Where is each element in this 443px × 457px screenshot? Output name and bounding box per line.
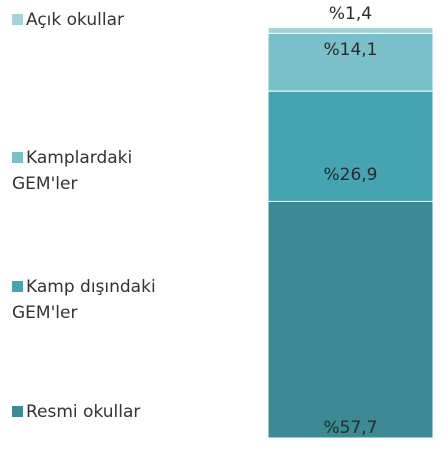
value-label: %1,4 bbox=[329, 4, 372, 24]
legend-swatch bbox=[12, 406, 23, 417]
value-label: %57,7 bbox=[323, 418, 377, 438]
legend-label: Açık okullar bbox=[26, 10, 124, 30]
bar-segment bbox=[267, 200, 434, 439]
legend-label: Resmi okullar bbox=[26, 402, 141, 422]
value-label: %26,9 bbox=[323, 165, 377, 185]
legend-swatch bbox=[12, 281, 23, 292]
legend-label: Kamp dışındaki GEM'ler bbox=[12, 277, 156, 323]
value-label: %14,1 bbox=[323, 40, 377, 60]
legend-label: Kamplardaki GEM'ler bbox=[12, 148, 133, 194]
bar-segment bbox=[267, 32, 434, 92]
legend-swatch bbox=[12, 14, 23, 25]
legend-item: Kamp dışındaki GEM'ler bbox=[12, 274, 162, 326]
legend-item: Açık okullar bbox=[12, 7, 162, 33]
legend-item: Resmi okullar bbox=[12, 399, 162, 425]
legend-item: Kamplardaki GEM'ler bbox=[12, 145, 162, 197]
legend-swatch bbox=[12, 152, 23, 163]
bar-segment bbox=[267, 27, 434, 34]
bar-segment bbox=[267, 90, 434, 202]
